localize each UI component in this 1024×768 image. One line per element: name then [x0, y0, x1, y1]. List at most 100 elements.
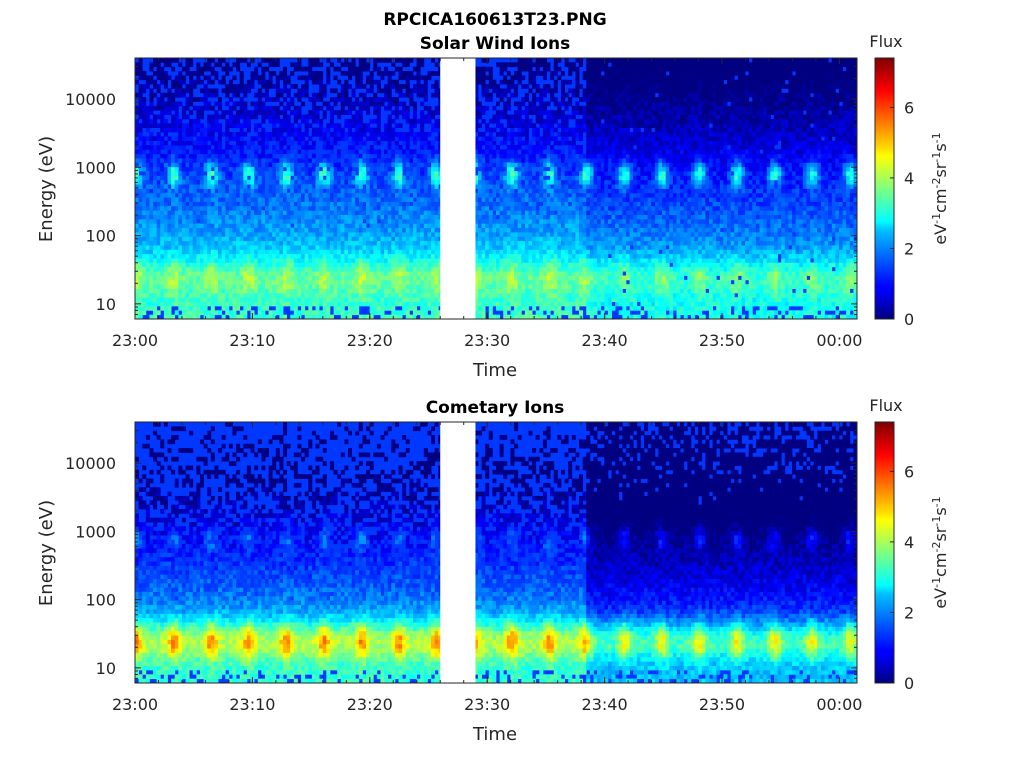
heatmap-cell [416, 301, 421, 307]
heatmap-cell [517, 275, 522, 281]
heatmap-cell [337, 210, 342, 215]
heatmap-cell [160, 192, 165, 198]
heatmap-cell [427, 249, 432, 255]
heatmap-cell [279, 140, 284, 146]
heatmap-cell [167, 197, 172, 202]
heatmap-cell [416, 92, 421, 98]
heatmap-cell [524, 171, 529, 176]
heatmap-cell [366, 110, 371, 115]
heatmap-cell [153, 84, 158, 89]
heatmap-cell [326, 266, 331, 272]
heatmap-cell [337, 253, 342, 259]
heatmap-cell [420, 232, 425, 237]
heatmap-cell [268, 79, 273, 85]
heatmap-cell [275, 184, 280, 189]
heatmap-cell [380, 71, 385, 76]
heatmap-cell [167, 292, 172, 298]
heatmap-cell [326, 258, 331, 263]
heatmap-cell [351, 232, 356, 237]
heatmap-cell [149, 275, 154, 281]
heatmap-cell [264, 240, 269, 246]
heatmap-cell [409, 118, 414, 124]
heatmap-cell [496, 205, 501, 211]
heatmap-cell [275, 310, 280, 316]
heatmap-cell [315, 75, 320, 81]
heatmap-cell [337, 262, 342, 268]
heatmap-cell [503, 88, 508, 94]
heatmap-cell [297, 210, 302, 215]
heatmap-cell [496, 236, 501, 242]
heatmap-cell [138, 192, 143, 198]
heatmap-cell [142, 158, 147, 163]
heatmap-cell [199, 249, 204, 255]
heatmap-cell [333, 305, 338, 311]
heatmap-cell [477, 240, 482, 246]
heatmap-cell [510, 158, 515, 163]
heatmap-cell [218, 310, 223, 316]
heatmap-cell [340, 110, 345, 115]
heatmap-cell [290, 305, 295, 311]
heatmap-cell [279, 297, 284, 302]
heatmap-cell [185, 218, 190, 224]
heatmap-cell [283, 266, 288, 272]
heatmap-cell [369, 88, 374, 94]
heatmap-cell [514, 305, 519, 311]
heatmap-cell [160, 236, 165, 242]
heatmap-cell [290, 110, 295, 115]
heatmap-cell [138, 71, 143, 76]
heatmap-cell [225, 279, 230, 285]
heatmap-cell [272, 84, 277, 89]
heatmap-cell [384, 218, 389, 224]
heatmap-cell [329, 118, 334, 124]
heatmap-cell [189, 218, 194, 224]
heatmap-cell [232, 292, 237, 298]
heatmap-cell [485, 205, 490, 211]
heatmap-cell [506, 105, 511, 111]
heatmap-cell [412, 136, 417, 142]
heatmap-cell [149, 245, 154, 250]
heatmap-cell [524, 310, 529, 316]
heatmap-cell [261, 75, 266, 81]
heatmap-cell [329, 136, 334, 142]
heatmap-cell [228, 162, 233, 168]
heatmap-cell [153, 145, 158, 150]
heatmap-cell [297, 275, 302, 281]
heatmap-cell [283, 127, 288, 133]
heatmap-cell [362, 214, 367, 220]
heatmap-cell [503, 201, 508, 207]
heatmap-cell [207, 210, 212, 215]
heatmap-cell [333, 75, 338, 81]
heatmap-cell [524, 192, 529, 198]
heatmap-cell [257, 279, 262, 285]
heatmap-cell [344, 284, 349, 289]
heatmap-cell [351, 188, 356, 194]
heatmap-cell [488, 284, 493, 289]
heatmap-cell [286, 171, 291, 176]
heatmap-cell [304, 197, 309, 202]
heatmap-cell [275, 275, 280, 281]
heatmap-cell [311, 284, 316, 289]
heatmap-cell [196, 288, 201, 294]
heatmap-cell [185, 58, 190, 63]
heatmap-cell [246, 62, 251, 68]
heatmap-cell [376, 297, 381, 302]
heatmap-cell [477, 123, 482, 128]
heatmap-cell [171, 118, 176, 124]
heatmap-cell [496, 114, 501, 120]
heatmap-cell [431, 110, 436, 115]
heatmap-cell [153, 279, 158, 285]
heatmap-cell [405, 84, 410, 89]
heatmap-cell [232, 84, 237, 89]
heatmap-cell [178, 292, 183, 298]
heatmap-cell [405, 275, 410, 281]
heatmap-cell [347, 127, 352, 133]
heatmap-cell [185, 314, 190, 320]
heatmap-cell [351, 92, 356, 98]
heatmap-cell [373, 131, 378, 137]
heatmap-cell [254, 171, 259, 176]
heatmap-cell [286, 179, 291, 185]
heatmap-cell [142, 223, 147, 229]
heatmap-cell [218, 218, 223, 224]
heatmap-cell [207, 123, 212, 128]
heatmap-cell [135, 153, 140, 159]
